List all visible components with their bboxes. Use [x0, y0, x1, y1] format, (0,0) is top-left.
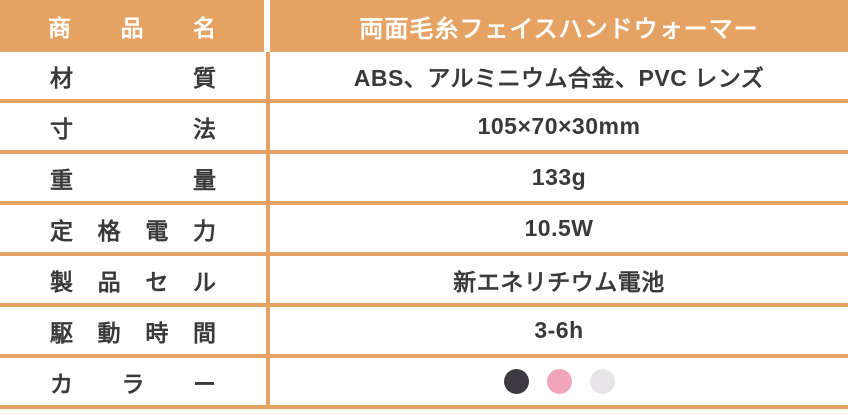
rated-power-value: 10.5W: [524, 215, 594, 241]
spec-row-dimensions: 寸法 105×70×30mm: [0, 103, 848, 154]
spec-row-color: カラー: [0, 358, 848, 409]
product-name-value: 両面毛糸フェイスハンドウォーマー: [359, 15, 759, 43]
battery-cell-label: 製品セル: [0, 256, 270, 303]
color-value: [270, 358, 848, 405]
weight-value: 133g: [531, 164, 587, 190]
spec-row-weight: 重量 133g: [0, 154, 848, 205]
color-swatch-pink: [546, 369, 572, 394]
spec-row-rated-power: 定格電力 10.5W: [0, 205, 848, 256]
product-name-label: 商品名: [0, 0, 270, 52]
color-swatch-group: [503, 369, 615, 394]
spec-row-battery-cell: 製品セル 新エネリチウム電池: [0, 256, 848, 307]
color-swatch-light-gray: [589, 369, 615, 394]
color-label: カラー: [0, 358, 270, 405]
weight-label: 重量: [0, 154, 270, 201]
runtime-value: 3-6h: [534, 317, 584, 343]
rated-power-label: 定格電力: [0, 205, 270, 252]
runtime-label: 駆動時間: [0, 307, 270, 354]
spec-row-runtime: 駆動時間 3-6h: [0, 307, 848, 358]
material-value: ABS、アルミニウム合金、PVC レンズ: [353, 64, 765, 91]
battery-cell-value: 新エネリチウム電池: [453, 268, 665, 295]
spec-row-material: 材質 ABS、アルミニウム合金、PVC レンズ: [0, 52, 848, 103]
color-swatch-dark-gray: [503, 369, 529, 394]
dimensions-label: 寸法: [0, 103, 270, 150]
dimensions-value: 105×70×30mm: [477, 113, 641, 139]
spec-row-product-name: 商品名 両面毛糸フェイスハンドウォーマー: [0, 0, 848, 52]
material-label: 材質: [0, 52, 270, 99]
